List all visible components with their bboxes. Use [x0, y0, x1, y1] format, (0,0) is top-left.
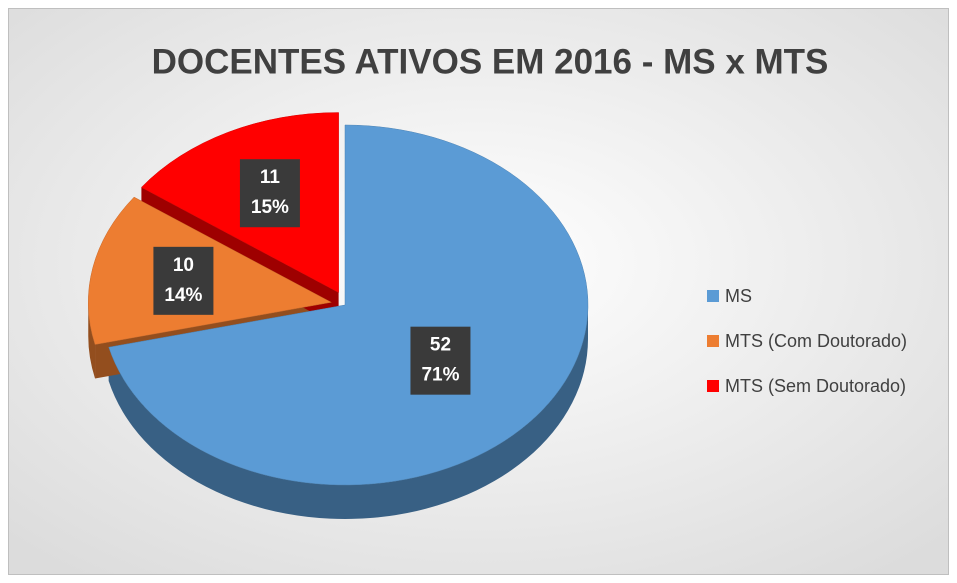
data-label: 15%: [251, 197, 289, 218]
legend-label: MS: [725, 286, 752, 306]
data-label: 52: [430, 335, 451, 356]
data-label: 10: [173, 255, 194, 276]
data-label-box: [410, 326, 471, 395]
slice: [108, 124, 589, 486]
data-label: 71%: [421, 365, 459, 386]
legend-label: MTS (Com Doutorado): [725, 331, 907, 351]
legend-label: MTS (Sem Doutorado): [725, 376, 906, 396]
chart-title: DOCENTES ATIVOS EM 2016 - MS x MTS: [152, 42, 829, 81]
legend-swatch: [707, 335, 719, 347]
legend-swatch: [707, 290, 719, 302]
slice-side: [108, 305, 589, 519]
data-label-box: [153, 246, 214, 315]
data-label-box: [239, 159, 300, 228]
slice-side: [88, 302, 96, 379]
legend-swatch: [707, 380, 719, 392]
data-label: 11: [260, 167, 281, 188]
data-label: 14%: [164, 285, 202, 306]
